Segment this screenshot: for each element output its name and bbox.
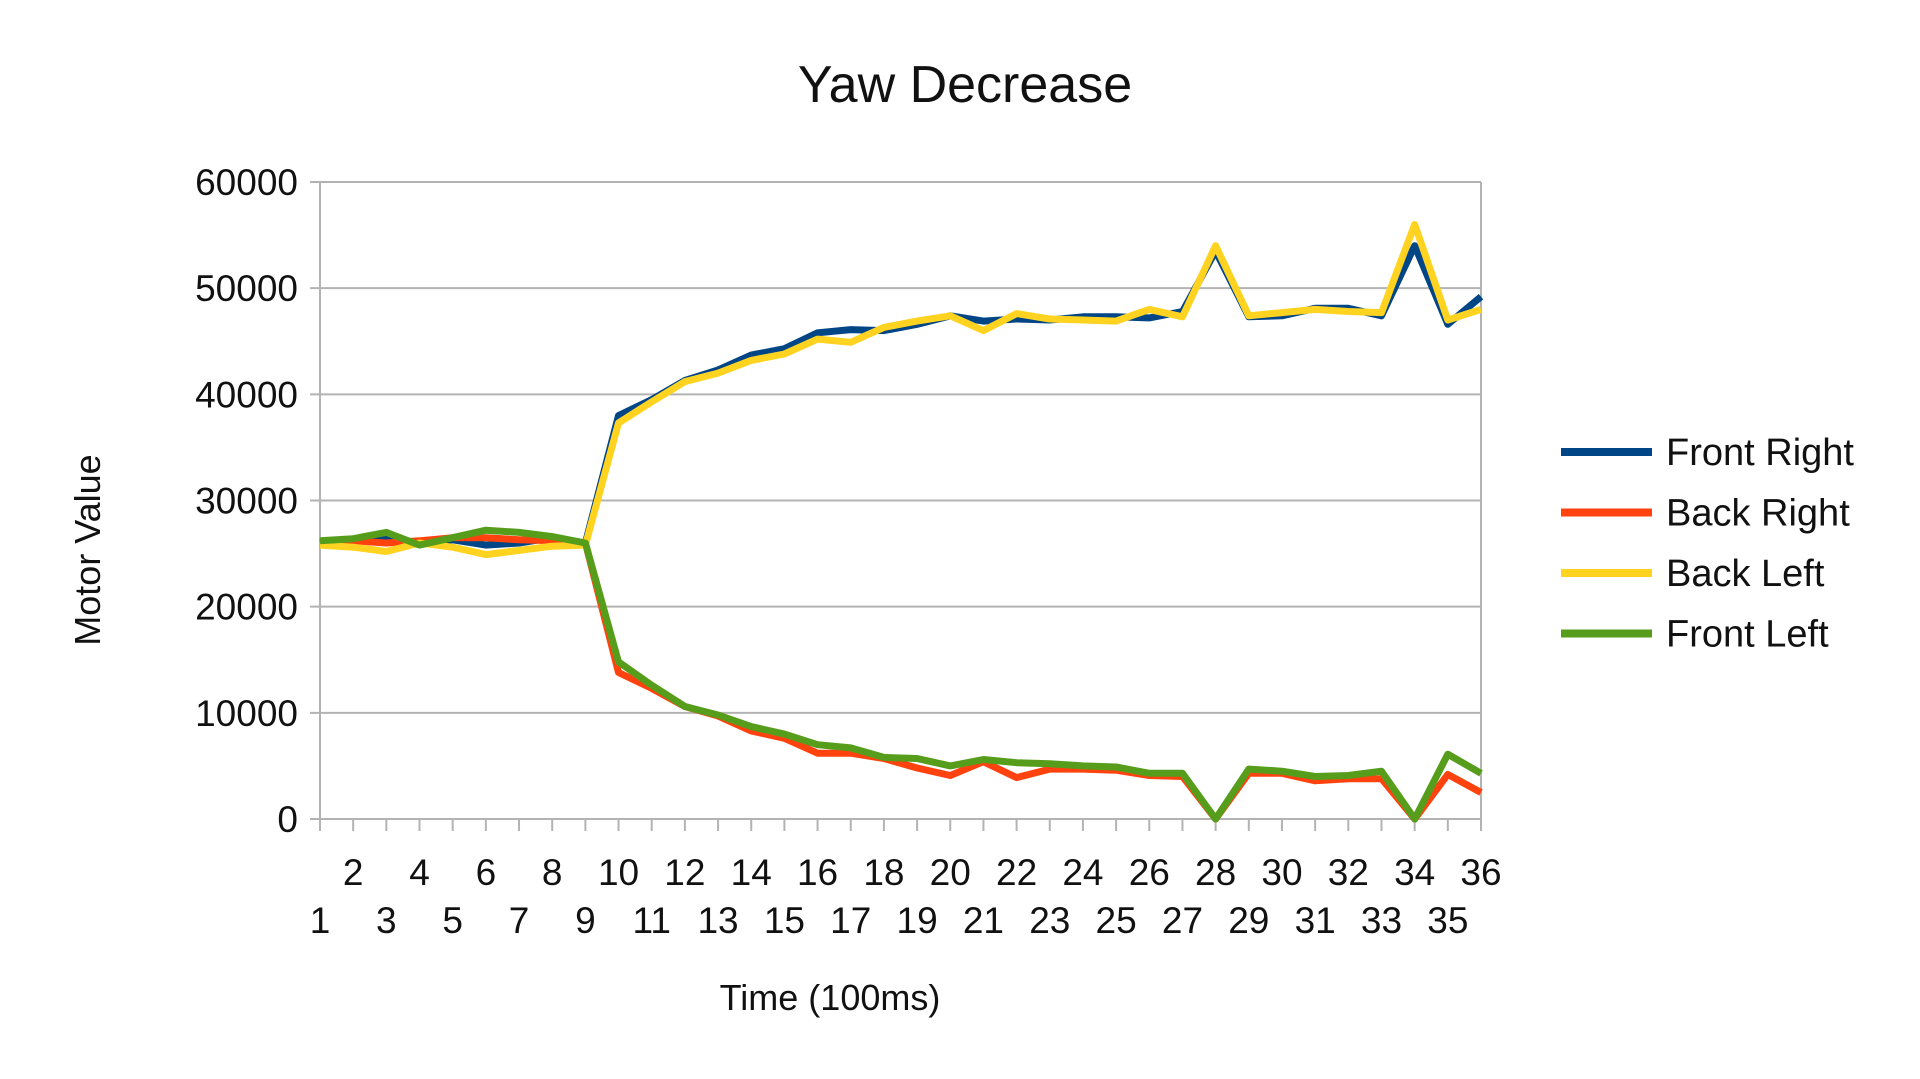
x-tick-label: 23: [1029, 900, 1070, 941]
chart-title: Yaw Decrease: [798, 56, 1132, 114]
x-tick-label: 34: [1394, 852, 1435, 893]
x-tick-label: 6: [476, 852, 497, 893]
x-axis-title: Time (100ms): [720, 977, 941, 1018]
x-tick-label: 15: [764, 900, 805, 941]
x-tick-label: 33: [1361, 900, 1402, 941]
x-tick-label: 30: [1261, 852, 1302, 893]
x-tick-label: 2: [343, 852, 364, 893]
x-tick-label: 7: [509, 900, 530, 941]
x-tick-label: 12: [664, 852, 705, 893]
legend-label: Front Right: [1666, 432, 1854, 474]
x-tick-label: 3: [376, 900, 397, 941]
x-tick-label: 16: [797, 852, 838, 893]
x-tick-label: 21: [963, 900, 1004, 941]
y-tick-label: 20000: [195, 587, 298, 628]
x-tick-label: 4: [409, 852, 430, 893]
x-tick-label: 24: [1062, 852, 1103, 893]
x-tick-label: 8: [542, 852, 563, 893]
x-tick-label: 26: [1129, 852, 1170, 893]
x-tick-label: 13: [697, 900, 738, 941]
x-tick-label: 28: [1195, 852, 1236, 893]
x-tick-label: 14: [731, 852, 772, 893]
x-tick-label: 22: [996, 852, 1037, 893]
legend-label: Back Left: [1666, 553, 1825, 595]
legend-label: Front Left: [1666, 614, 1829, 656]
legend: Front Right Back Right Back Left Front Left: [1561, 432, 1854, 656]
series-line-back-left: [319, 221, 1483, 559]
y-tick-label: 60000: [195, 162, 298, 203]
y-tick-label: 0: [277, 799, 298, 840]
x-tick-label: 9: [575, 900, 596, 941]
y-axis-title: Motor Value: [67, 454, 108, 645]
x-tick-label: 5: [442, 900, 463, 941]
y-tick-label: 10000: [195, 693, 298, 734]
x-tick-label: 20: [930, 852, 971, 893]
x-tick-label: 18: [863, 852, 904, 893]
series-line-front-left: [319, 526, 1483, 823]
x-tick-label: 1: [310, 900, 331, 941]
legend-label: Back Right: [1666, 493, 1850, 535]
x-tick-label: 35: [1427, 900, 1468, 941]
y-tick-label: 40000: [195, 374, 298, 415]
x-tick-label: 29: [1228, 900, 1269, 941]
y-tick-label: 30000: [195, 481, 298, 522]
x-tick-label: 27: [1162, 900, 1203, 941]
x-tick-label: 25: [1096, 900, 1137, 941]
x-tick-label: 19: [897, 900, 938, 941]
y-tick-label: 50000: [195, 268, 298, 309]
x-tick-label: 36: [1460, 852, 1501, 893]
x-tick-label: 11: [633, 900, 671, 941]
x-tick-label: 32: [1328, 852, 1369, 893]
x-tick-label: 10: [598, 852, 639, 893]
x-tick-label: 31: [1295, 900, 1336, 941]
x-tick-label: 17: [830, 900, 871, 941]
